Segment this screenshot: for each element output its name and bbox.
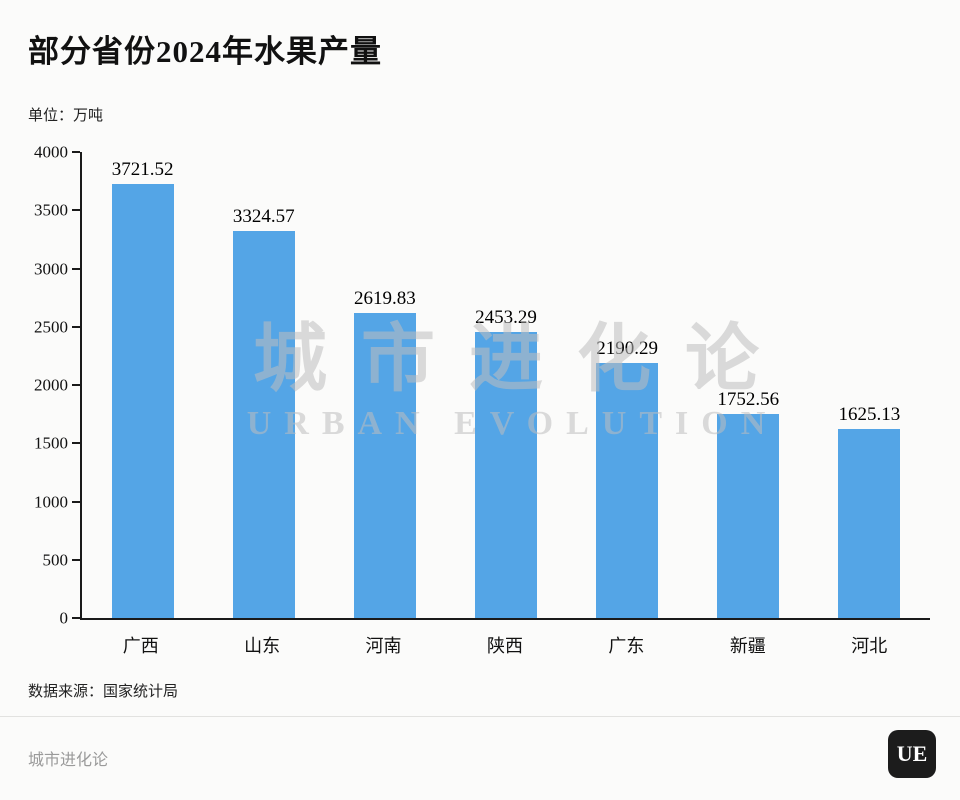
bar-group: 1752.56 [688,152,809,618]
y-tick-label: 3000 [34,259,68,278]
y-tick-mark [72,267,80,270]
y-tick-label: 2500 [34,317,68,337]
bar [717,413,780,618]
x-axis-label: 陕西 [486,636,523,656]
bar [232,230,295,618]
bar-group: 1625.13 [809,152,930,618]
y-tick-mark [72,384,80,386]
bars-container: 3721.52 3324.57 2619.83 2453.29 2190.29 1752.… [82,152,930,618]
x-axis-label: 新疆 [729,636,766,656]
bar-value-label: 1625.13 [838,403,901,425]
x-axis-label: 河南 [365,636,402,656]
bar [111,184,174,618]
y-tick-mark [72,558,80,561]
y-tick-mark [72,617,80,619]
y-tick-label: 500 [42,550,69,570]
unit-label: 单位：万吨 [28,108,104,124]
y-tick-label: 2000 [34,375,68,395]
x-axis-label: 山东 [244,636,281,656]
y-tick-mark [72,442,80,445]
y-tick-label: 4000 [34,142,68,162]
bar-value-label: 2190.29 [596,337,658,359]
bar-chart: 3721.52 3324.57 2619.83 2453.29 2190.29 1752.… [28,144,930,658]
bar [353,312,416,618]
bar-value-label: 3721.52 [111,159,174,181]
x-axis-label: 广东 [608,636,645,656]
y-tick-mark [72,500,80,503]
x-axis-label: 广西 [122,636,159,656]
bar [596,362,659,618]
y-tick-mark [72,209,80,212]
bar [838,428,901,618]
x-axis-labels: 广西 山东 河南 陕西 广东 新疆 河北 [80,632,930,658]
chart-title: 部分省份2024年水果产量 [28,34,382,69]
bar-value-label: 1752.56 [717,388,780,410]
data-source-label: 数据来源：国家统计局 [28,684,179,700]
footer-brand: 城市进化论 [28,752,109,769]
bar-group: 3721.52 [82,152,203,618]
ue-logo: UE [888,730,936,778]
y-tick-label: 0 [59,608,69,628]
y-tick-mark [72,325,80,328]
bar-group: 2453.29 [445,152,566,618]
footer-divider [0,716,960,717]
plot-area: 3721.52 3324.57 2619.83 2453.29 2190.29 1752.… [34,144,930,627]
y-tick-label: 1000 [34,492,68,511]
y-tick-label: 1500 [34,433,68,453]
bar-value-label: 3324.57 [232,205,295,227]
bar-group: 2619.83 [324,152,445,618]
y-tick-mark [72,151,80,153]
bar-group: 2190.29 [567,152,688,618]
y-tick-label: 3500 [34,200,68,220]
bar-value-label: 2453.29 [475,307,537,329]
bar-value-label: 2619.83 [353,287,416,309]
bar-group: 3324.57 [203,152,324,618]
bar [474,332,537,618]
x-axis-label: 河北 [851,636,888,656]
